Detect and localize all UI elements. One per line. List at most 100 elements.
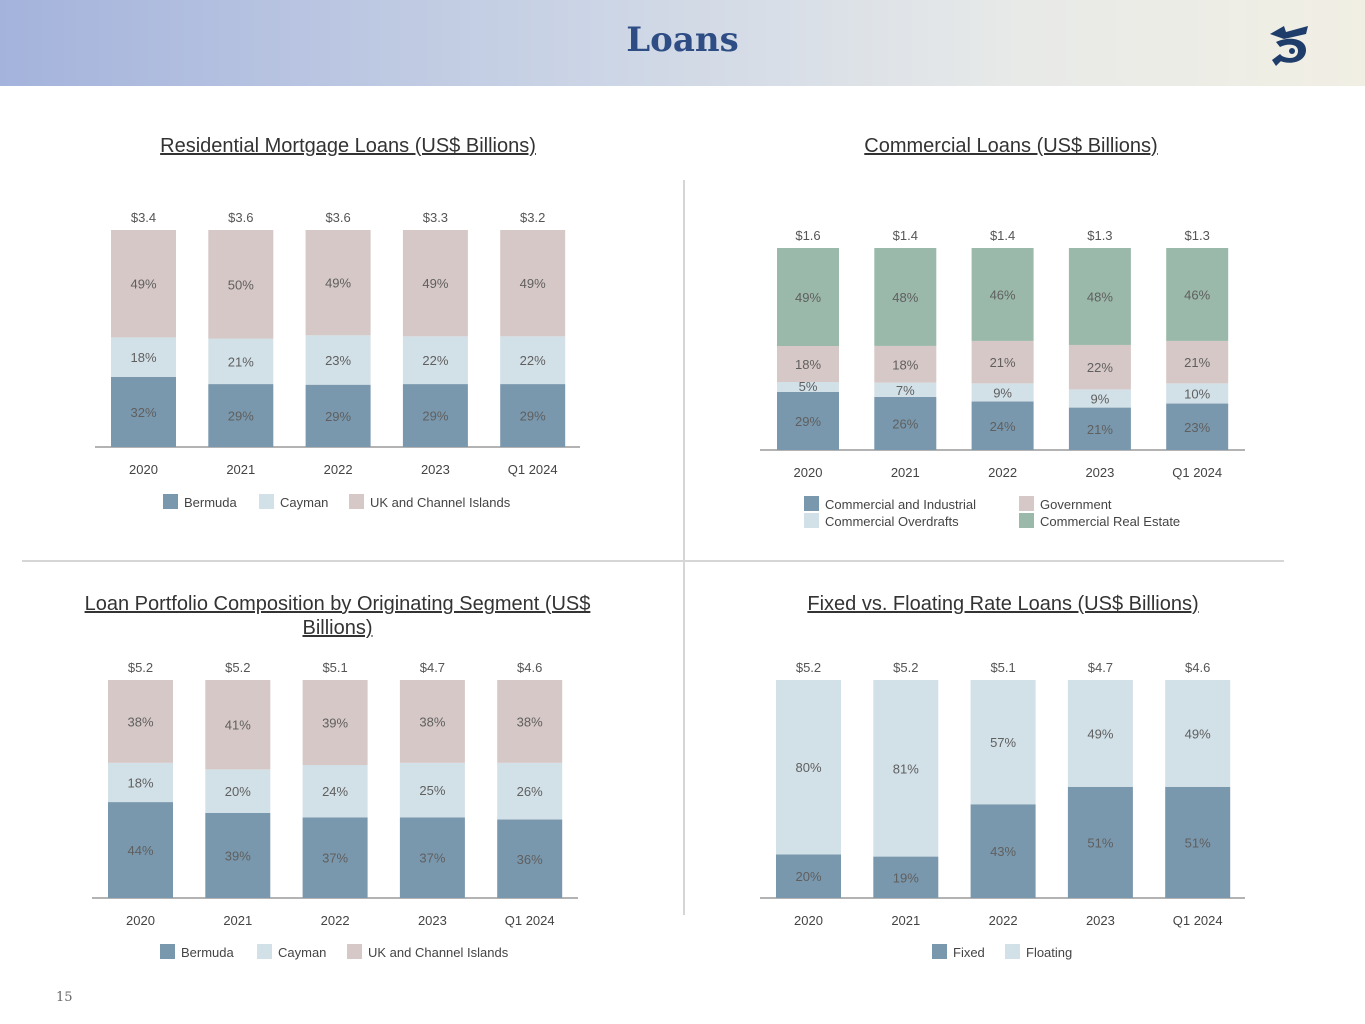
bar-total-label: $1.4 (990, 228, 1015, 243)
bar-total-label: $5.1 (322, 660, 347, 675)
data-label: 44% (127, 843, 153, 858)
bar-segment (399, 762, 465, 818)
data-label: 22% (422, 353, 448, 368)
bar-total-label: $1.3 (1185, 228, 1210, 243)
data-label: 19% (893, 870, 919, 885)
data-label: 51% (1087, 835, 1113, 850)
data-label: 49% (1185, 726, 1211, 741)
fixed-floating-chart-title: Fixed vs. Floating Rate Loans (US$ Billi… (807, 593, 1199, 615)
bar-total-label: $4.7 (1088, 660, 1113, 675)
data-label: 21% (1184, 355, 1210, 370)
data-label: 80% (795, 760, 821, 775)
bar-segment (776, 680, 841, 855)
legend-label: Cayman (278, 945, 326, 960)
bar-segment (399, 680, 465, 763)
bar-total-label: $3.6 (228, 210, 253, 225)
bar-total-label: $1.6 (795, 228, 820, 243)
data-label: 9% (1091, 391, 1110, 406)
bar-segment (874, 248, 937, 346)
bar-segment (399, 817, 465, 898)
data-label: 10% (1184, 386, 1210, 401)
bar-total-label: $5.2 (893, 660, 918, 675)
bar-segment (1068, 407, 1131, 450)
data-label: 57% (990, 735, 1016, 750)
data-label: 25% (419, 783, 445, 798)
data-label: 49% (325, 276, 351, 291)
vertical-divider (683, 180, 685, 915)
legend-swatch (804, 513, 819, 528)
category-tick-label: 2022 (988, 465, 1017, 480)
data-label: 51% (1185, 835, 1211, 850)
legend-label: Bermuda (184, 495, 238, 510)
bar-segment (971, 383, 1034, 402)
bar-segment (1068, 344, 1131, 390)
bar-segment (1067, 786, 1133, 898)
category-tick-label: Q1 2024 (1173, 913, 1223, 928)
bar-segment (971, 248, 1034, 341)
bar-segment (777, 248, 839, 346)
data-label: 29% (325, 409, 351, 424)
category-tick-label: 2021 (891, 465, 920, 480)
bar-segment (111, 230, 176, 338)
legend-label: UK and Channel Islands (370, 495, 511, 510)
legend-swatch (163, 494, 178, 509)
header-banner: Loans (0, 0, 1365, 86)
data-label: 36% (517, 852, 543, 867)
bar-total-label: $3.4 (131, 210, 156, 225)
bar-segment (208, 230, 274, 339)
bar-segment (970, 804, 1036, 898)
data-label: 26% (892, 416, 918, 431)
data-label: 9% (993, 385, 1012, 400)
bar-total-label: $1.3 (1087, 228, 1112, 243)
category-tick-label: 2022 (324, 462, 353, 477)
bar-segment (777, 392, 839, 450)
data-label: 38% (517, 714, 543, 729)
legend-swatch (259, 494, 274, 509)
bar-segment (205, 680, 271, 770)
bar-total-label: $4.6 (1185, 660, 1210, 675)
data-label: 32% (130, 405, 156, 420)
data-label: 21% (228, 354, 254, 369)
legend-swatch (1019, 513, 1034, 528)
data-label: 22% (520, 353, 546, 368)
bar-segment (305, 230, 371, 336)
data-label: 23% (325, 353, 351, 368)
data-label: 29% (422, 409, 448, 424)
legend-swatch (804, 496, 819, 511)
category-tick-label: 2023 (418, 913, 447, 928)
composition-chart-title: Loan Portfolio Composition by Originatin… (60, 592, 615, 640)
legend-swatch (1019, 496, 1034, 511)
data-label: 49% (795, 290, 821, 305)
bar-total-label: $5.1 (990, 660, 1015, 675)
data-label: 5% (799, 379, 818, 394)
bar-segment (302, 817, 368, 898)
residential-chart-title: Residential Mortgage Loans (US$ Billions… (160, 135, 536, 157)
data-label: 38% (127, 714, 153, 729)
category-tick-label: Q1 2024 (508, 462, 558, 477)
bar-segment (971, 340, 1034, 384)
data-label: 37% (322, 851, 348, 866)
bar-segment (205, 769, 271, 813)
bar-segment (302, 680, 368, 766)
data-label: 18% (127, 775, 153, 790)
bar-segment (208, 338, 274, 385)
data-label: 29% (228, 409, 254, 424)
legend-label: Fixed (953, 945, 985, 960)
horizontal-divider (22, 560, 1284, 562)
bar-total-label: $1.4 (893, 228, 918, 243)
legend-label: Commercial and Industrial (825, 497, 976, 512)
bar-segment (1067, 680, 1133, 787)
data-label: 18% (892, 357, 918, 372)
bar-segment (402, 336, 468, 385)
bar-segment (205, 812, 271, 898)
legend-swatch (257, 944, 272, 959)
legend-swatch (347, 944, 362, 959)
bar-segment (402, 384, 468, 447)
bar-segment (971, 401, 1034, 450)
data-label: 18% (130, 350, 156, 365)
legend-label: Commercial Overdrafts (825, 514, 959, 529)
company-logo-icon (1270, 26, 1308, 66)
bar-segment (111, 376, 176, 447)
